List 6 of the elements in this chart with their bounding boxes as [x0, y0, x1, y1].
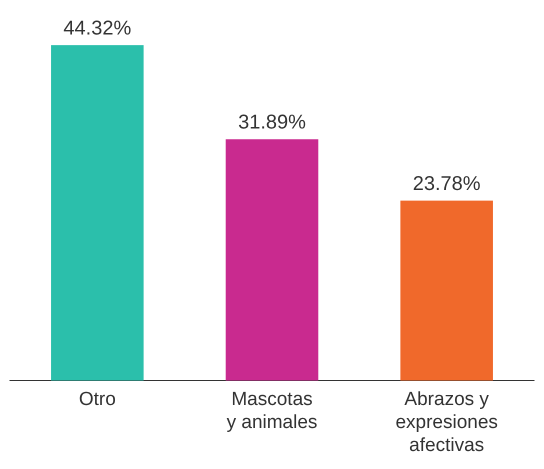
x-tick-label: Otro: [78, 389, 116, 410]
x-tick-label: Abrazos y expresiones afectivas: [395, 389, 498, 456]
x-tick-label: Mascotas y animales: [226, 389, 318, 434]
data-label: 23.78%: [412, 173, 481, 196]
data-label: 44.32%: [63, 18, 132, 40]
data-label: 31.89%: [238, 112, 306, 134]
